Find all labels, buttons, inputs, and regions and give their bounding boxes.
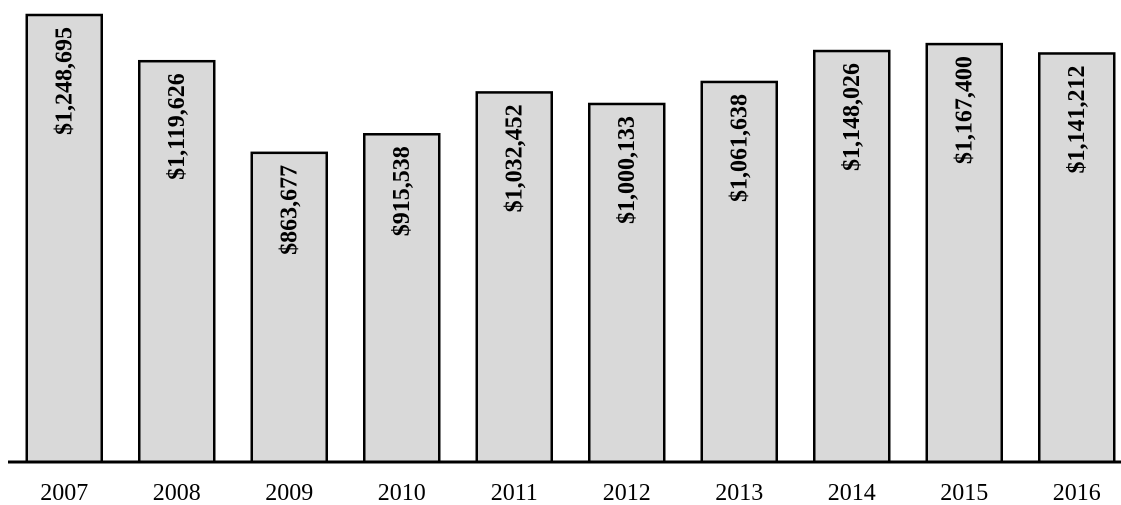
x-tick-label-2008: 2008 <box>153 480 201 505</box>
data-label-2013: $1,061,638 <box>726 94 752 202</box>
x-tick-label-2013: 2013 <box>715 480 763 505</box>
x-tick-label-2009: 2009 <box>265 480 313 505</box>
data-label-2014: $1,148,026 <box>839 63 865 171</box>
bar-2012 <box>588 102 666 464</box>
data-label-2009: $863,677 <box>276 165 302 255</box>
x-tick-label-2014: 2014 <box>828 480 876 505</box>
data-label-2008: $1,119,626 <box>164 73 190 180</box>
bar-2009 <box>250 151 328 464</box>
data-label-2010: $915,538 <box>389 146 415 236</box>
bar-2007 <box>25 13 103 464</box>
data-label-2015: $1,167,400 <box>951 56 977 164</box>
x-tick-label-2012: 2012 <box>603 480 651 505</box>
x-tick-label-2015: 2015 <box>940 480 988 505</box>
x-tick-label-2016: 2016 <box>1053 480 1101 505</box>
bars-group <box>25 13 1116 464</box>
x-tick-label-2007: 2007 <box>40 480 88 505</box>
data-labels-group: $1,248,695 $1,119,626 $863,677 $915,538 $1,0… <box>51 27 1090 255</box>
bar-2008 <box>138 59 216 464</box>
x-tick-label-2011: 2011 <box>491 480 538 505</box>
bar-2010 <box>363 133 441 464</box>
data-label-2012: $1,000,133 <box>614 116 640 224</box>
bar-2014 <box>813 49 891 464</box>
data-label-2007: $1,248,695 <box>51 27 77 135</box>
data-label-2011: $1,032,452 <box>501 104 527 212</box>
bar-2016 <box>1038 52 1116 464</box>
x-tick-labels-group: 2007 2008 2009 2010 2011 2012 2013 2014 2015 2016 <box>40 480 1101 505</box>
data-label-2016: $1,141,212 <box>1064 65 1090 173</box>
x-tick-label-2010: 2010 <box>378 480 426 505</box>
